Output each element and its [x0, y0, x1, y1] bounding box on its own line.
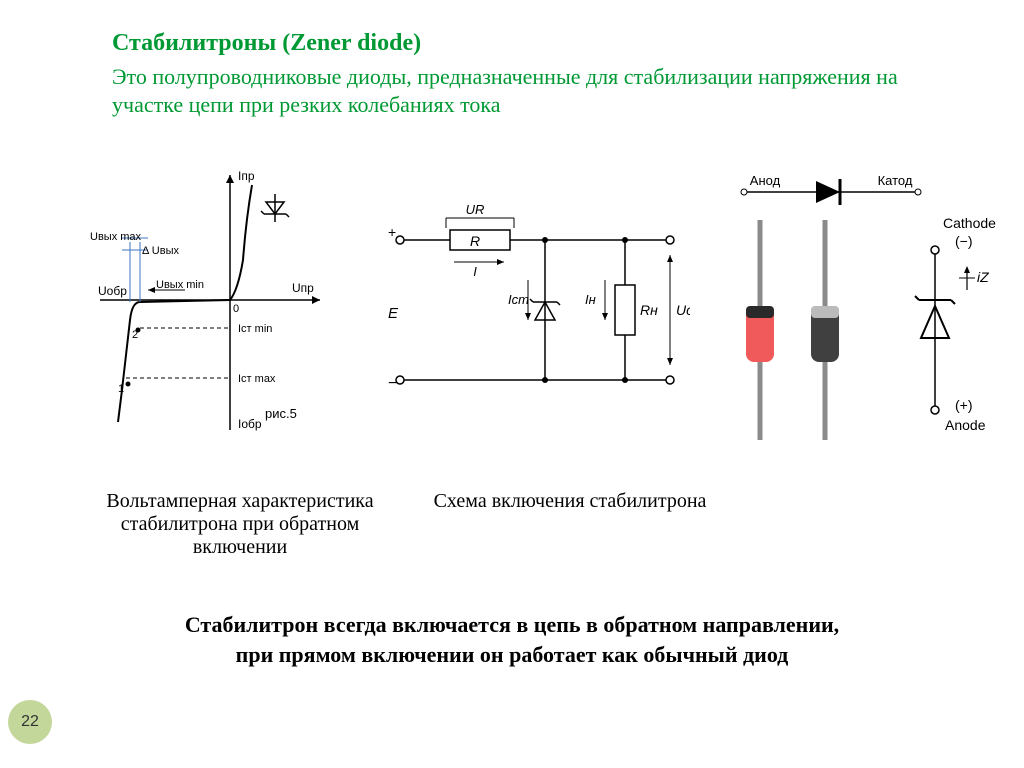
caption-iv: Вольтамперная характеристика стабилитрон…	[80, 490, 400, 559]
caption-circuit: Схема включения стабилитрона	[410, 490, 730, 513]
iv-characteristic-diagram: Iпр Uпр Uобр Iобр Uвых max Δ Uвых Uвых m…	[60, 160, 340, 440]
anode-ru-label: Анод	[750, 173, 781, 188]
du-out-label: Δ Uвых	[142, 245, 179, 257]
bottom-statement: Стабилитрон всегда включается в цепь в о…	[90, 610, 934, 669]
i-label: I	[473, 264, 477, 279]
r-label: R	[470, 233, 480, 249]
bottom-line-2: при прямом включении он работает как обы…	[236, 642, 789, 667]
e-label: E	[388, 305, 399, 322]
cathode-en-label: Cathode	[943, 215, 996, 231]
plus-label: +	[388, 224, 396, 240]
cathode-minus-label: (−)	[955, 233, 973, 249]
ur-label: UR	[466, 202, 485, 217]
u-out-min-label: Uвых min	[156, 279, 204, 291]
ist-max-label: Iст max	[238, 373, 276, 385]
in-label: Iн	[585, 292, 596, 307]
axis-x-label: Uпр	[292, 281, 314, 295]
axis-y-label: Iпр	[238, 169, 255, 183]
circuit-diagram: + − E R UR I Iст Rн	[380, 200, 690, 410]
diagrams-row: Iпр Uпр Uобр Iобр Uвых max Δ Uвых Uвых m…	[60, 160, 1004, 490]
fig-label: рис.5	[265, 406, 297, 421]
bottom-line-1: Стабилитрон всегда включается в цепь в о…	[185, 612, 839, 637]
axis-neg-y-label: Iобр	[238, 417, 262, 431]
page-title: Стабилитроны (Zener diode)	[112, 30, 974, 57]
pt1-label: 1	[118, 383, 124, 395]
u-out-max-label: Uвых max	[90, 231, 142, 243]
minus-label: −	[388, 375, 397, 392]
page-subtitle: Это полупроводниковые диоды, предназначе…	[112, 63, 974, 118]
anode-en-label: Anode	[945, 417, 986, 433]
axis-neg-x-label: Uобр	[98, 284, 127, 298]
cathode-ru-label: Катод	[878, 173, 913, 188]
iz-label: iZ	[977, 269, 989, 285]
ist-min-label: Iст min	[238, 323, 272, 335]
ist-label: Iст	[508, 292, 529, 307]
ust-label: Uст	[676, 302, 690, 318]
anode-plus-label: (+)	[955, 397, 973, 413]
physical-diagram: Анод Катод Cathode (−)	[720, 170, 1024, 460]
page-number-badge: 22	[8, 700, 52, 744]
rn-label: Rн	[640, 302, 658, 318]
origin-label: 0	[233, 303, 239, 315]
